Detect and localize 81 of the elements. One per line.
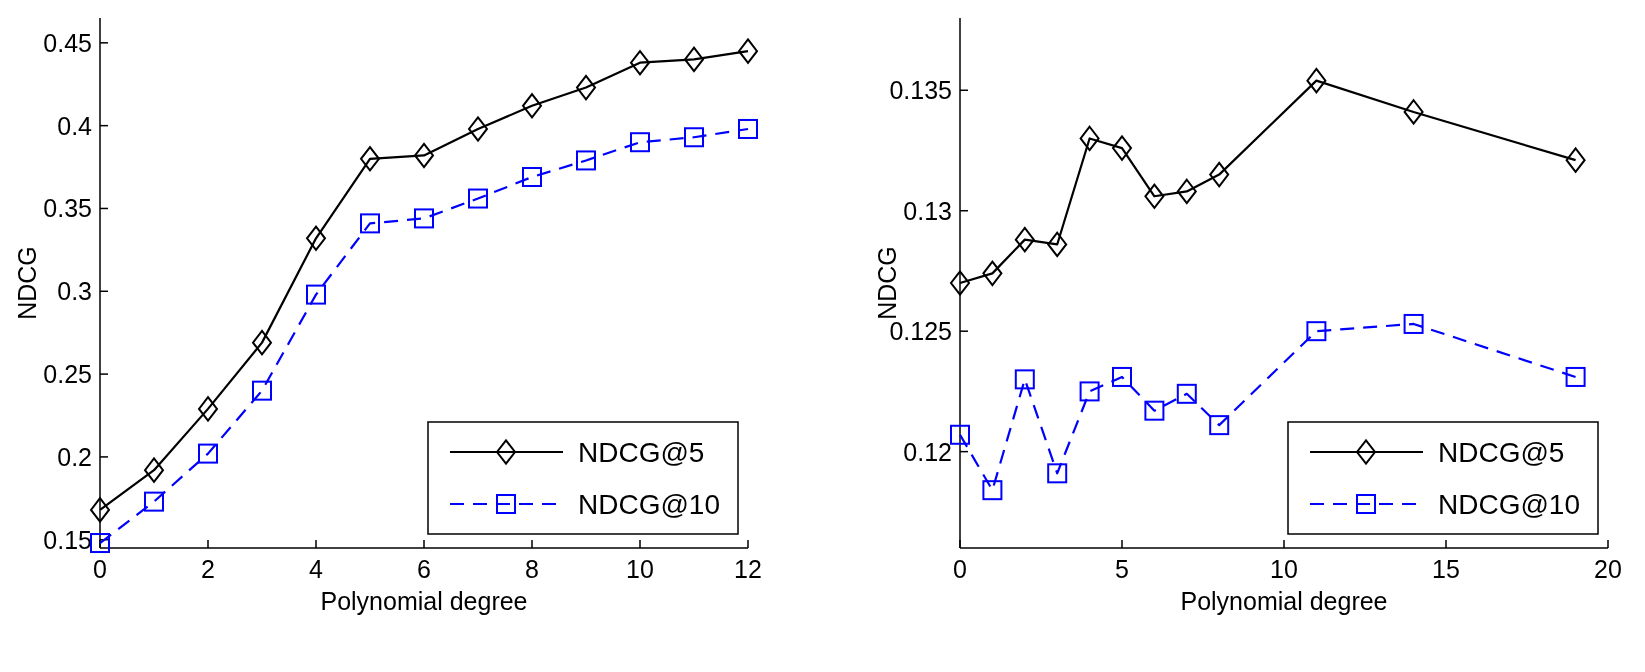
y-tick-label: 0.35 [43, 194, 92, 223]
point [1144, 400, 1165, 421]
point [522, 167, 542, 187]
x-axis-title: Polynomial degree [320, 587, 528, 615]
point [144, 457, 164, 483]
point [1209, 415, 1230, 436]
legend-label: NDCG@5 [1438, 437, 1565, 468]
x-tick-label: 6 [417, 555, 431, 583]
point [1112, 135, 1132, 161]
point [1403, 99, 1424, 125]
x-tick-label: 15 [1432, 555, 1460, 583]
point [306, 225, 326, 251]
point [950, 424, 970, 445]
point [252, 329, 272, 356]
y-tick-label: 0.25 [43, 360, 92, 389]
y-tick-label: 0.45 [43, 28, 92, 57]
point [576, 74, 596, 101]
point [1565, 147, 1586, 173]
x-tick-label: 12 [734, 555, 762, 583]
point [360, 213, 380, 234]
point [1079, 125, 1100, 152]
x-tick-label: 4 [309, 555, 324, 583]
point [468, 116, 488, 142]
point [1144, 183, 1165, 209]
point [90, 533, 110, 554]
x-tick-label: 10 [1270, 555, 1298, 583]
point [982, 480, 1003, 501]
y-axis-title: NDCG [873, 246, 901, 320]
point [630, 50, 650, 76]
x-tick-label: 0 [953, 555, 967, 583]
y-tick-label: 0.2 [57, 442, 92, 471]
point [1047, 463, 1068, 484]
x-tick-label: 8 [525, 555, 539, 583]
point [1565, 366, 1586, 387]
point [1306, 321, 1327, 342]
point [1209, 161, 1230, 188]
x-tick-label: 10 [626, 555, 654, 583]
y-tick-label: 0.13 [903, 196, 952, 225]
point [252, 380, 272, 401]
x-axis-title: Polynomial degree [1180, 587, 1388, 615]
point [414, 142, 434, 169]
point [414, 208, 434, 229]
point [950, 270, 970, 296]
y-axis-title: NDCG [13, 246, 41, 320]
legend-label: NDCG@10 [1438, 489, 1581, 520]
x-tick-label: 5 [1115, 555, 1129, 583]
point [1176, 383, 1197, 404]
point [1047, 231, 1068, 258]
point [576, 150, 596, 171]
point [1112, 366, 1132, 387]
point [1306, 67, 1327, 94]
point [1014, 226, 1035, 253]
point [738, 118, 758, 139]
point [982, 260, 1003, 287]
point [738, 38, 758, 64]
point [360, 146, 380, 172]
y-tick-label: 0.15 [43, 525, 92, 554]
x-tick-label: 20 [1594, 555, 1622, 583]
point [522, 93, 542, 119]
point [1403, 313, 1424, 334]
point [198, 443, 218, 464]
y-tick-label: 0.4 [57, 111, 93, 140]
point [630, 132, 650, 153]
point [1176, 178, 1197, 205]
y-tick-label: 0.125 [889, 317, 952, 346]
point [468, 188, 488, 209]
point [306, 284, 326, 305]
y-tick-label: 0.12 [903, 437, 952, 466]
point [144, 491, 164, 512]
point [1014, 369, 1035, 390]
point [684, 46, 704, 73]
point [684, 127, 704, 148]
x-tick-label: 2 [201, 555, 215, 583]
x-tick-label: 0 [93, 555, 107, 583]
point [198, 396, 218, 422]
legend-label: NDCG@5 [578, 437, 705, 468]
y-tick-label: 0.3 [57, 277, 92, 306]
y-tick-label: 0.135 [889, 76, 952, 105]
point [1079, 381, 1100, 402]
legend-label: NDCG@10 [578, 489, 721, 520]
point [90, 497, 110, 523]
